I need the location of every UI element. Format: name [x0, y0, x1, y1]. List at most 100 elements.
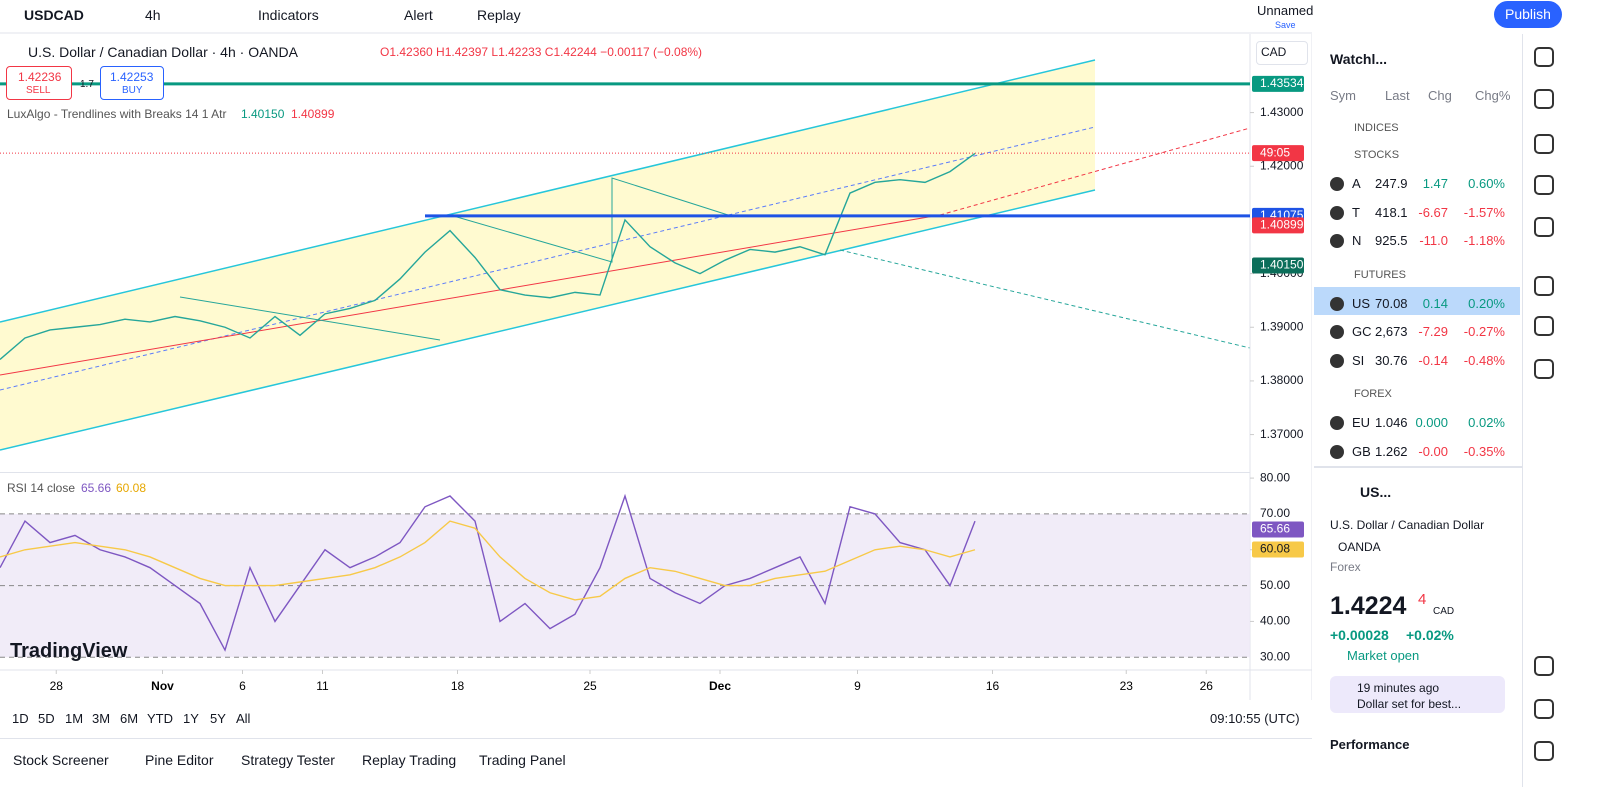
- column-header: Last: [1385, 88, 1410, 103]
- row-last[interactable]: 2,673: [1375, 324, 1408, 339]
- publish-button[interactable]: [1494, 1, 1562, 28]
- sidebar-icon[interactable]: [1534, 47, 1554, 67]
- x-tick-label: 6: [239, 679, 246, 693]
- indicator-value: 1.40899: [291, 107, 335, 121]
- clock: 09:10:55 (UTC): [1210, 711, 1300, 726]
- x-tick-label: 26: [1200, 679, 1214, 693]
- channel-fill: [0, 60, 1095, 450]
- range-button[interactable]: YTD: [147, 711, 173, 726]
- bottom-tab[interactable]: Replay Trading: [362, 752, 457, 768]
- row-symbol[interactable]: A: [1352, 176, 1361, 191]
- range-button[interactable]: 5D: [38, 711, 55, 726]
- row-change[interactable]: -7.29: [1418, 324, 1448, 339]
- sidebar-icon[interactable]: [1534, 175, 1554, 195]
- bottom-tab[interactable]: Strategy Tester: [241, 752, 335, 768]
- sell-button[interactable]: [6, 66, 72, 100]
- row-last[interactable]: 70.08: [1375, 295, 1408, 311]
- row-symbol[interactable]: GB: [1352, 443, 1371, 459]
- trendline: [179, 296, 441, 341]
- price-label: 1.43534: [1260, 76, 1304, 90]
- range-button[interactable]: 6M: [120, 711, 139, 726]
- sidebar-icon[interactable]: [1534, 89, 1554, 109]
- sidebar-icon[interactable]: [1534, 316, 1554, 336]
- row-change-pct[interactable]: 0.60%: [1468, 176, 1505, 191]
- bottom-tab[interactable]: Stock Screener: [13, 752, 109, 768]
- sell-price[interactable]: 1.42236: [18, 70, 62, 84]
- toolbar-button[interactable]: Indicators: [258, 7, 319, 23]
- range-button[interactable]: 1M: [65, 711, 84, 726]
- range-button[interactable]: 3M: [92, 711, 111, 726]
- symbol-icon: [1330, 234, 1344, 248]
- buy-label[interactable]: BUY: [122, 85, 143, 96]
- range-button[interactable]: 1D: [12, 711, 29, 726]
- row-last[interactable]: 30.76: [1375, 352, 1408, 368]
- indicator-name: LuxAlgo - Trendlines with Breaks 14 1 At…: [7, 107, 227, 121]
- save[interactable]: Save: [1275, 20, 1296, 30]
- symbol-icon: [1330, 296, 1344, 311]
- row-last[interactable]: 1.046: [1375, 415, 1408, 430]
- row-symbol[interactable]: US: [1352, 295, 1371, 311]
- detail-symbol[interactable]: US...: [1360, 484, 1392, 500]
- sell-label[interactable]: SELL: [26, 85, 51, 96]
- row-change[interactable]: 0.000: [1415, 415, 1448, 430]
- buy-price[interactable]: 1.42253: [110, 70, 154, 84]
- section-header[interactable]: INDICES: [1354, 122, 1399, 134]
- sidebar-icon[interactable]: [1534, 656, 1554, 676]
- x-tick-label: 11: [316, 679, 329, 693]
- row-change-pct[interactable]: -0.35%: [1463, 443, 1505, 459]
- news-time[interactable]: 19 minutes ago: [1357, 681, 1440, 695]
- toolbar-button[interactable]: Replay: [477, 7, 521, 23]
- bottom-tab[interactable]: Pine Editor: [145, 752, 214, 768]
- row-change-pct[interactable]: -0.48%: [1463, 352, 1505, 368]
- publish-label[interactable]: Publish: [1505, 6, 1551, 22]
- interval[interactable]: 4h: [145, 7, 161, 23]
- currency-select[interactable]: [1256, 41, 1308, 65]
- row-symbol[interactable]: EU: [1352, 415, 1371, 430]
- detail-price-digit: 4: [1418, 591, 1427, 608]
- sidebar-icon[interactable]: [1534, 699, 1554, 719]
- row-last[interactable]: 247.9: [1375, 176, 1408, 191]
- range-button[interactable]: 1Y: [183, 711, 199, 726]
- section-header[interactable]: FUTURES: [1354, 268, 1406, 281]
- row-symbol[interactable]: SI: [1352, 352, 1365, 368]
- row-change[interactable]: -0.00: [1418, 443, 1448, 459]
- price-label-bg: [1252, 217, 1304, 234]
- news-card[interactable]: [1330, 676, 1505, 713]
- bottom-tab[interactable]: Trading Panel: [479, 752, 566, 768]
- sidebar-icon[interactable]: [1534, 359, 1554, 379]
- watchlist-title[interactable]: Watchl...: [1330, 51, 1388, 67]
- price-label: 1.40899: [1260, 218, 1304, 232]
- news-title[interactable]: Dollar set for best...: [1357, 697, 1462, 711]
- row-change-pct[interactable]: 0.20%: [1468, 295, 1505, 311]
- layout-name[interactable]: Unnamed: [1257, 3, 1314, 18]
- range-button[interactable]: 5Y: [210, 711, 226, 726]
- sidebar-icon[interactable]: [1534, 217, 1554, 237]
- rsi-value: 60.08: [116, 481, 147, 495]
- sidebar-icon[interactable]: [1534, 276, 1554, 296]
- toolbar-button[interactable]: Alert: [404, 7, 433, 23]
- row-symbol[interactable]: GC: [1352, 324, 1372, 339]
- row-symbol[interactable]: N: [1352, 233, 1362, 248]
- row-change-pct[interactable]: -1.57%: [1463, 204, 1505, 220]
- sidebar-icon[interactable]: [1534, 134, 1554, 154]
- row-last[interactable]: 925.5: [1375, 233, 1408, 248]
- row-last[interactable]: 418.1: [1375, 204, 1408, 220]
- symbol-search[interactable]: USDCAD: [24, 7, 84, 23]
- row-change-pct[interactable]: -0.27%: [1463, 324, 1505, 339]
- range-button[interactable]: All: [236, 711, 251, 726]
- row-last[interactable]: 1.262: [1375, 443, 1408, 459]
- section-header[interactable]: FOREX: [1354, 388, 1392, 400]
- row-change-pct[interactable]: 0.02%: [1468, 415, 1505, 430]
- row-change[interactable]: -11.0: [1419, 233, 1448, 248]
- currency[interactable]: CAD: [1261, 45, 1287, 59]
- section-header[interactable]: STOCKS: [1354, 149, 1400, 161]
- row-change[interactable]: 1.47: [1422, 176, 1448, 191]
- row-symbol[interactable]: T: [1352, 204, 1360, 220]
- chart: 1.370001.380001.390001.400001.420001.430…: [0, 32, 1312, 700]
- sidebar-icon[interactable]: [1534, 741, 1554, 761]
- row-change[interactable]: -6.67: [1418, 204, 1448, 220]
- row-change[interactable]: -0.14: [1418, 352, 1448, 368]
- row-change[interactable]: 0.14: [1422, 295, 1448, 311]
- row-change-pct[interactable]: -1.18%: [1463, 233, 1505, 248]
- buy-button[interactable]: [100, 66, 164, 100]
